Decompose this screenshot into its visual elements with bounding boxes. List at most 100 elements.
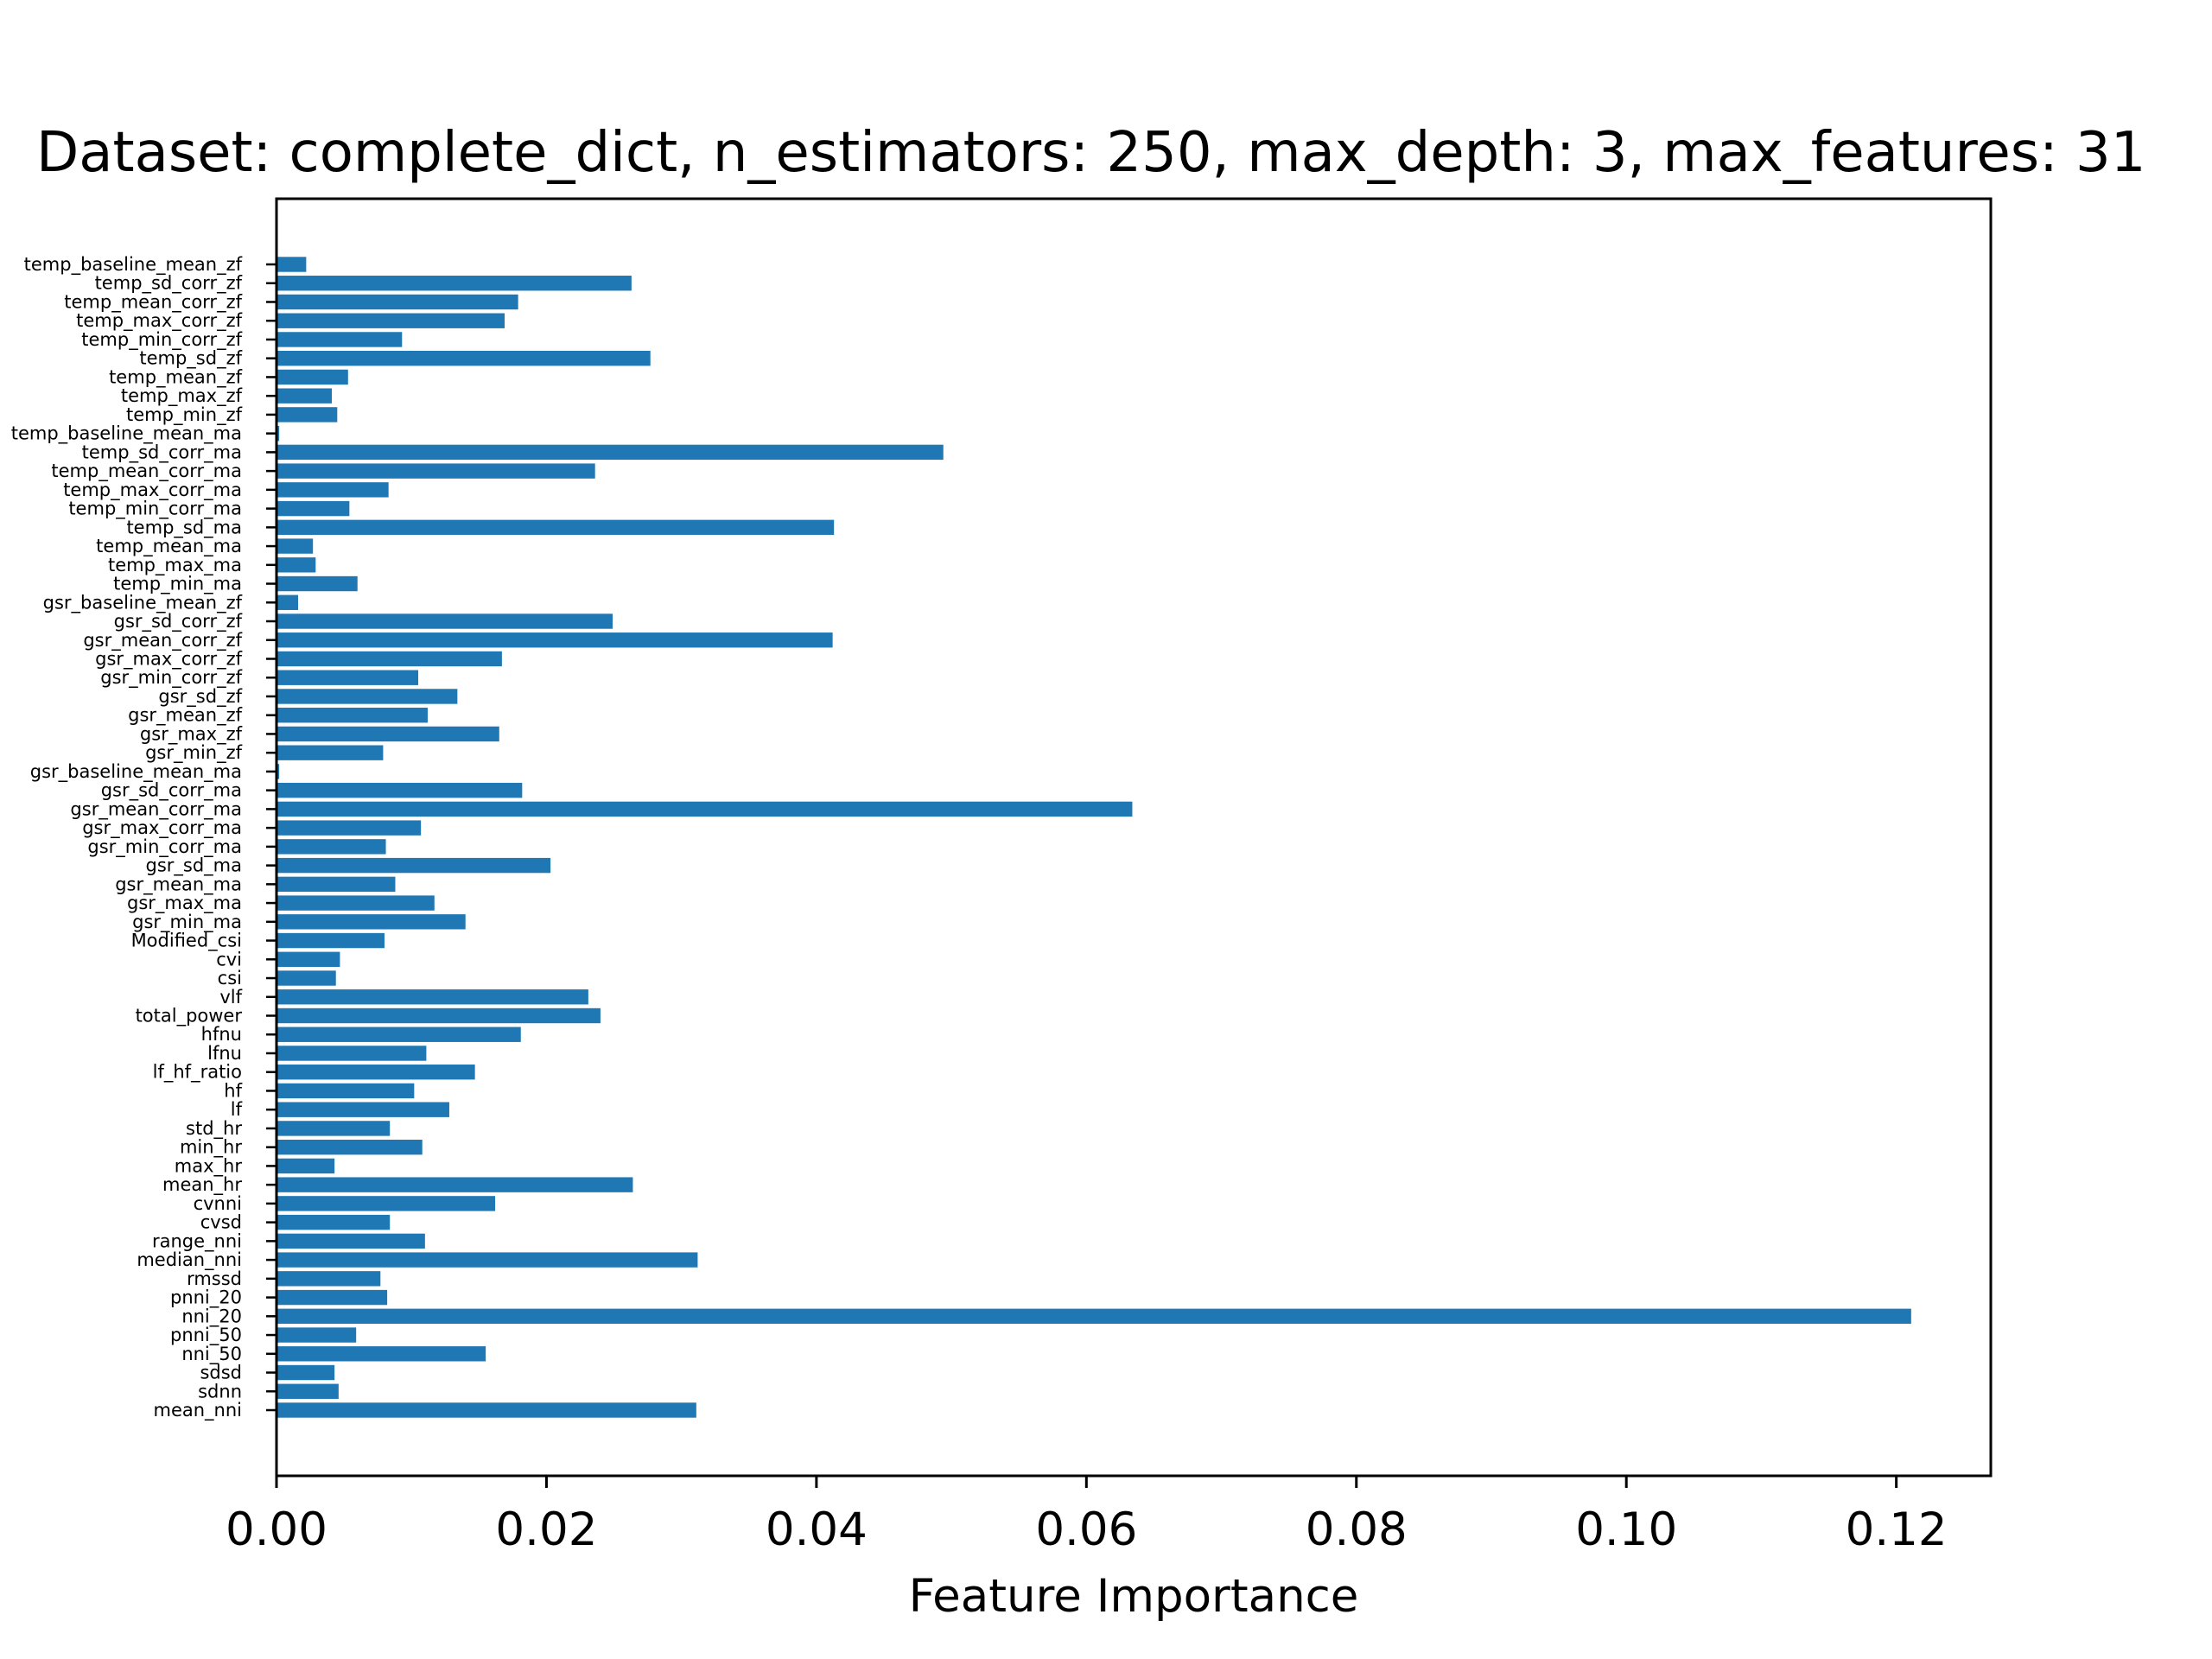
- bar-temp_baseline_mean_ma: [276, 425, 280, 442]
- y-tick-label: temp_baseline_mean_ma: [11, 423, 242, 445]
- y-tick-label: temp_mean_corr_zf: [64, 291, 242, 313]
- y-tick-label: temp_max_corr_zf: [76, 310, 243, 332]
- bar-gsr_baseline_mean_zf: [276, 594, 298, 610]
- bar-nni_20: [276, 1308, 1911, 1325]
- y-tick-label: vlf: [219, 987, 242, 1007]
- y-tick-label: mean_hr: [162, 1174, 242, 1196]
- bar-std_hr: [276, 1121, 391, 1136]
- bar-cvnni: [276, 1196, 496, 1211]
- bar-gsr_min_corr_ma: [276, 839, 386, 855]
- y-tick-label: temp_min_ma: [113, 574, 242, 595]
- y-tick-label: gsr_max_zf: [140, 723, 243, 745]
- bar-temp_mean_corr_zf: [276, 294, 518, 310]
- bar-cvi: [276, 951, 340, 967]
- bar-temp_mean_corr_ma: [276, 463, 595, 479]
- y-tick-label: temp_mean_corr_ma: [51, 461, 242, 482]
- bar-temp_max_corr_ma: [276, 482, 389, 498]
- y-tick-label: gsr_max_corr_zf: [95, 648, 242, 670]
- y-tick-label: hfnu: [201, 1024, 242, 1045]
- y-tick-label: mean_nni: [153, 1400, 242, 1421]
- y-tick-label: lf_hf_ratio: [153, 1062, 242, 1084]
- bar-temp_max_corr_zf: [276, 313, 505, 328]
- bar-pnni_50: [276, 1327, 357, 1343]
- y-tick-label: lf: [231, 1099, 243, 1120]
- bar-temp_baseline_mean_zf: [276, 257, 307, 272]
- bar-temp_min_corr_ma: [276, 500, 350, 517]
- y-tick-label: nni_20: [181, 1306, 242, 1327]
- bar-lf_hf_ratio: [276, 1065, 475, 1080]
- bar-gsr_sd_ma: [276, 857, 551, 874]
- bar-lfnu: [276, 1046, 427, 1061]
- bar-gsr_min_corr_zf: [276, 670, 419, 685]
- y-tick-label: temp_baseline_mean_zf: [24, 254, 243, 276]
- y-tick-label: range_nni: [152, 1230, 242, 1252]
- bar-Modified_csi: [276, 932, 385, 949]
- bar-range_nni: [276, 1233, 425, 1249]
- x-tick-label: 0.02: [495, 1503, 597, 1556]
- bar-lf: [276, 1102, 449, 1117]
- bar-rmssd: [276, 1271, 381, 1287]
- y-tick-label: nni_50: [181, 1344, 242, 1365]
- bar-temp_mean_ma: [276, 538, 314, 554]
- x-tick-label: 0.06: [1035, 1503, 1137, 1556]
- bar-temp_sd_zf: [276, 350, 651, 366]
- y-tick-label: gsr_min_corr_ma: [87, 836, 242, 858]
- x-tick-label: 0.04: [766, 1503, 868, 1556]
- x-tick-label: 0.12: [1846, 1503, 1948, 1556]
- bar-gsr_sd_corr_zf: [276, 613, 613, 629]
- y-tick-label: gsr_sd_ma: [145, 855, 242, 877]
- y-tick-label: gsr_min_corr_zf: [100, 667, 242, 689]
- bar-gsr_max_corr_zf: [276, 651, 502, 667]
- y-tick-label: gsr_mean_ma: [115, 874, 242, 895]
- y-tick-label: temp_max_zf: [121, 385, 243, 407]
- y-tick-label: temp_max_corr_ma: [63, 480, 242, 501]
- y-tick-label: pnni_50: [170, 1325, 242, 1346]
- bar-temp_sd_ma: [276, 519, 835, 536]
- bar-gsr_sd_zf: [276, 689, 458, 704]
- bar-total_power: [276, 1007, 601, 1024]
- y-tick-label: gsr_mean_corr_zf: [83, 630, 242, 652]
- bar-sdnn: [276, 1383, 339, 1399]
- y-tick-label: gsr_max_corr_ma: [82, 817, 242, 839]
- y-tick-label: temp_min_zf: [126, 404, 243, 426]
- bar-temp_min_zf: [276, 407, 338, 423]
- chart-title: Dataset: complete_dict, n_estimators: 25…: [36, 121, 2145, 185]
- bar-gsr_max_corr_ma: [276, 820, 422, 836]
- y-tick-label: rmssd: [187, 1268, 242, 1289]
- bar-median_nni: [276, 1252, 698, 1268]
- bar-temp_max_ma: [276, 557, 316, 573]
- bar-gsr_max_ma: [276, 895, 435, 911]
- bar-mean_hr: [276, 1177, 633, 1192]
- bar-temp_min_corr_zf: [276, 332, 403, 347]
- y-tick-label: std_hr: [186, 1118, 242, 1140]
- bar-gsr_mean_ma: [276, 876, 396, 893]
- x-axis: 0.00 0.02 0.04 0.06 0.08 0.10 0.12: [226, 1476, 1948, 1556]
- y-tick-label: max_hr: [175, 1155, 243, 1177]
- bar-temp_max_zf: [276, 388, 333, 404]
- bar-temp_mean_zf: [276, 369, 348, 385]
- y-tick-label: temp_sd_corr_ma: [82, 442, 242, 463]
- bar-gsr_baseline_mean_ma: [276, 764, 280, 779]
- y-tick-label: temp_sd_corr_zf: [95, 273, 243, 295]
- y-tick-label: temp_sd_zf: [139, 348, 242, 370]
- y-tick-label: gsr_mean_zf: [128, 705, 242, 727]
- y-tick-label: temp_mean_ma: [96, 536, 242, 557]
- bar-temp_sd_corr_zf: [276, 276, 632, 291]
- bar-min_hr: [276, 1139, 423, 1155]
- y-tick-label: lfnu: [207, 1043, 242, 1064]
- y-tick-label: gsr_sd_corr_zf: [114, 611, 243, 632]
- x-tick-label: 0.00: [226, 1503, 327, 1556]
- bar-temp_sd_corr_ma: [276, 444, 944, 461]
- bar-pnni_20: [276, 1289, 388, 1306]
- y-tick-label: temp_max_ma: [108, 555, 242, 576]
- y-tick-label: temp_min_corr_ma: [68, 499, 242, 520]
- bar-csi: [276, 970, 336, 986]
- y-tick-label: csi: [218, 968, 242, 988]
- y-tick-label: gsr_max_ma: [127, 893, 242, 914]
- y-tick-label: min_hr: [180, 1137, 242, 1159]
- y-axis: mean_nnisdnnsdsdnni_50pnni_50nni_20pnni_…: [11, 254, 276, 1421]
- y-tick-label: cvnni: [194, 1193, 242, 1214]
- bar-sdsd: [276, 1364, 335, 1381]
- y-tick-label: hf: [224, 1080, 242, 1101]
- bar-gsr_mean_zf: [276, 708, 428, 723]
